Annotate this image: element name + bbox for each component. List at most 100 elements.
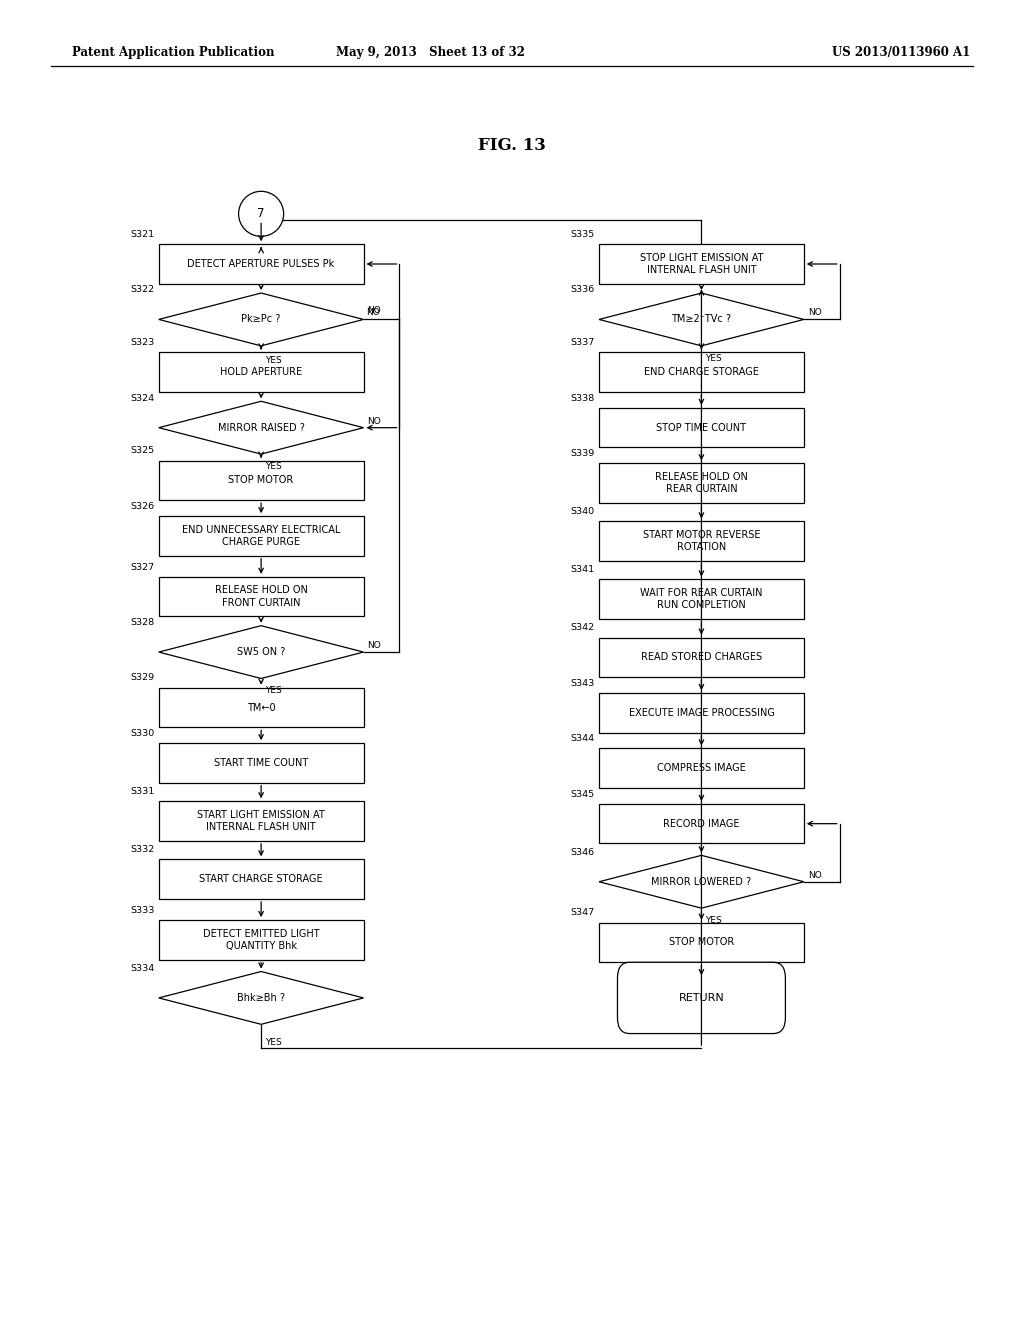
- Text: S345: S345: [570, 789, 595, 799]
- Text: YES: YES: [265, 686, 282, 696]
- Text: Patent Application Publication: Patent Application Publication: [72, 46, 274, 59]
- FancyBboxPatch shape: [159, 859, 364, 899]
- Polygon shape: [599, 855, 804, 908]
- Text: S341: S341: [570, 565, 595, 574]
- Text: S334: S334: [130, 964, 155, 973]
- Text: S335: S335: [570, 230, 595, 239]
- FancyBboxPatch shape: [599, 804, 804, 843]
- FancyBboxPatch shape: [599, 352, 804, 392]
- FancyBboxPatch shape: [159, 577, 364, 616]
- Polygon shape: [159, 401, 364, 454]
- Text: S330: S330: [130, 729, 155, 738]
- FancyBboxPatch shape: [599, 638, 804, 677]
- Text: S336: S336: [570, 285, 595, 294]
- Text: S342: S342: [570, 623, 595, 632]
- Text: S344: S344: [570, 734, 595, 743]
- Ellipse shape: [239, 191, 284, 236]
- Text: May 9, 2013   Sheet 13 of 32: May 9, 2013 Sheet 13 of 32: [336, 46, 524, 59]
- Text: S331: S331: [130, 787, 155, 796]
- Text: S346: S346: [570, 847, 595, 857]
- Text: END UNNECESSARY ELECTRICAL
CHARGE PURGE: END UNNECESSARY ELECTRICAL CHARGE PURGE: [182, 525, 340, 546]
- FancyBboxPatch shape: [617, 962, 785, 1034]
- Text: Bhk≥Bh ?: Bhk≥Bh ?: [238, 993, 285, 1003]
- Polygon shape: [159, 293, 364, 346]
- Text: RECORD IMAGE: RECORD IMAGE: [664, 818, 739, 829]
- Text: RETURN: RETURN: [679, 993, 724, 1003]
- FancyBboxPatch shape: [599, 748, 804, 788]
- Text: YES: YES: [706, 916, 722, 925]
- Text: S328: S328: [130, 618, 155, 627]
- Text: S343: S343: [570, 678, 595, 688]
- Text: S324: S324: [130, 393, 155, 403]
- Text: NO: NO: [808, 871, 821, 879]
- Text: NO: NO: [368, 417, 381, 425]
- FancyBboxPatch shape: [159, 920, 364, 960]
- Text: EXECUTE IMAGE PROCESSING: EXECUTE IMAGE PROCESSING: [629, 708, 774, 718]
- Text: YES: YES: [265, 356, 282, 366]
- Polygon shape: [599, 293, 804, 346]
- Text: STOP MOTOR: STOP MOTOR: [228, 475, 294, 486]
- Text: FIG. 13: FIG. 13: [478, 137, 546, 153]
- Text: S347: S347: [570, 908, 595, 917]
- Polygon shape: [159, 972, 364, 1024]
- FancyBboxPatch shape: [159, 688, 364, 727]
- Text: S333: S333: [130, 906, 155, 915]
- Text: S326: S326: [130, 502, 155, 511]
- Text: MIRROR LOWERED ?: MIRROR LOWERED ?: [651, 876, 752, 887]
- FancyBboxPatch shape: [159, 244, 364, 284]
- Text: MIRROR RAISED ?: MIRROR RAISED ?: [218, 422, 304, 433]
- Text: START MOTOR REVERSE
ROTATION: START MOTOR REVERSE ROTATION: [643, 531, 760, 552]
- Text: S327: S327: [130, 562, 155, 572]
- FancyBboxPatch shape: [599, 693, 804, 733]
- Text: COMPRESS IMAGE: COMPRESS IMAGE: [657, 763, 745, 774]
- FancyBboxPatch shape: [159, 801, 364, 841]
- FancyBboxPatch shape: [159, 461, 364, 500]
- Text: S325: S325: [130, 446, 155, 455]
- FancyBboxPatch shape: [599, 463, 804, 503]
- Text: S329: S329: [130, 673, 155, 682]
- Text: RELEASE HOLD ON
REAR CURTAIN: RELEASE HOLD ON REAR CURTAIN: [655, 473, 748, 494]
- Text: NO: NO: [368, 642, 381, 649]
- FancyBboxPatch shape: [159, 516, 364, 556]
- Text: S340: S340: [570, 507, 595, 516]
- Text: START CHARGE STORAGE: START CHARGE STORAGE: [200, 874, 323, 884]
- Text: YES: YES: [265, 1038, 282, 1047]
- Polygon shape: [159, 626, 364, 678]
- Text: HOLD APERTURE: HOLD APERTURE: [220, 367, 302, 378]
- Text: US 2013/0113960 A1: US 2013/0113960 A1: [831, 46, 971, 59]
- Text: S338: S338: [570, 393, 595, 403]
- FancyBboxPatch shape: [159, 352, 364, 392]
- Text: NO: NO: [808, 309, 821, 317]
- Text: START LIGHT EMISSION AT
INTERNAL FLASH UNIT: START LIGHT EMISSION AT INTERNAL FLASH U…: [198, 810, 325, 832]
- Text: S337: S337: [570, 338, 595, 347]
- Text: WAIT FOR REAR CURTAIN
RUN COMPLETION: WAIT FOR REAR CURTAIN RUN COMPLETION: [640, 589, 763, 610]
- Text: READ STORED CHARGES: READ STORED CHARGES: [641, 652, 762, 663]
- Text: START TIME COUNT: START TIME COUNT: [214, 758, 308, 768]
- Text: S332: S332: [130, 845, 155, 854]
- FancyBboxPatch shape: [599, 579, 804, 619]
- Text: STOP LIGHT EMISSION AT
INTERNAL FLASH UNIT: STOP LIGHT EMISSION AT INTERNAL FLASH UN…: [640, 253, 763, 275]
- Text: Pk≥Pc ?: Pk≥Pc ?: [242, 314, 281, 325]
- Text: DETECT EMITTED LIGHT
QUANTITY Bhk: DETECT EMITTED LIGHT QUANTITY Bhk: [203, 929, 319, 950]
- Text: YES: YES: [706, 354, 722, 363]
- FancyBboxPatch shape: [599, 244, 804, 284]
- Text: TM←0: TM←0: [247, 702, 275, 713]
- Text: S322: S322: [130, 285, 155, 294]
- Text: SW5 ON ?: SW5 ON ?: [237, 647, 286, 657]
- Text: S321: S321: [130, 230, 155, 239]
- FancyBboxPatch shape: [599, 521, 804, 561]
- Text: STOP MOTOR: STOP MOTOR: [669, 937, 734, 948]
- Text: NO: NO: [367, 309, 380, 317]
- Text: DETECT APERTURE PULSES Pk: DETECT APERTURE PULSES Pk: [187, 259, 335, 269]
- Text: STOP TIME COUNT: STOP TIME COUNT: [656, 422, 746, 433]
- FancyBboxPatch shape: [599, 408, 804, 447]
- Text: S339: S339: [570, 449, 595, 458]
- Text: NO: NO: [368, 306, 381, 315]
- Text: YES: YES: [265, 462, 282, 471]
- FancyBboxPatch shape: [159, 743, 364, 783]
- Text: RELEASE HOLD ON
FRONT CURTAIN: RELEASE HOLD ON FRONT CURTAIN: [215, 586, 307, 607]
- Text: 7: 7: [257, 207, 265, 220]
- Text: TM≥2⁻TVc ?: TM≥2⁻TVc ?: [672, 314, 731, 325]
- Text: S323: S323: [130, 338, 155, 347]
- FancyBboxPatch shape: [599, 923, 804, 962]
